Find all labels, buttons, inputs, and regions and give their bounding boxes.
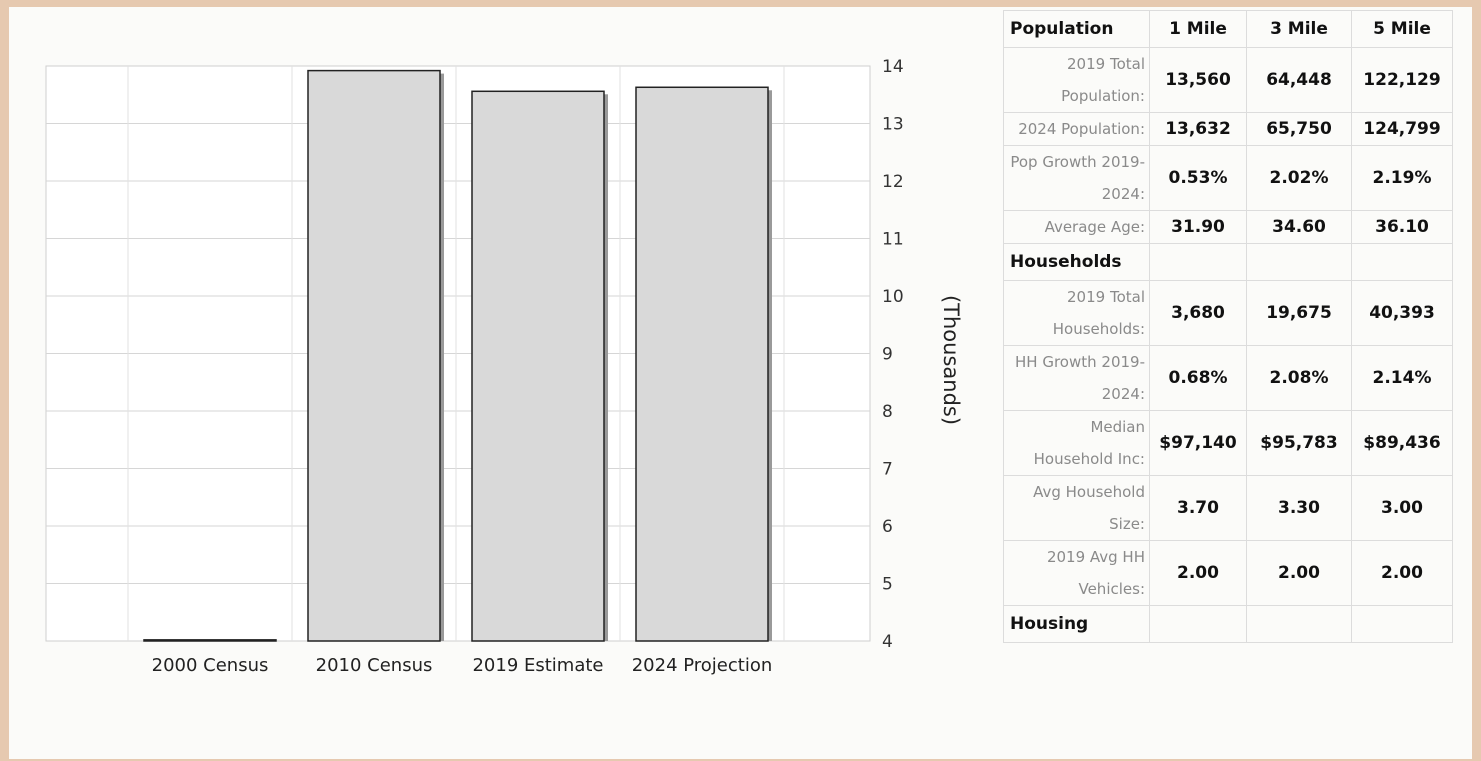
table-body: 2019 Total Population: 13,560 64,448 122,12…	[1003, 47, 1453, 643]
y-tick-label: 13	[882, 115, 904, 135]
x-category-label: 2000 Census	[152, 655, 269, 676]
y-tick-label: 5	[882, 575, 893, 595]
row-label: 2024 Population:	[1003, 112, 1150, 146]
x-category-label: 2010 Census	[316, 655, 433, 676]
bars-group	[143, 69, 772, 642]
value-cell: $89,436	[1351, 410, 1453, 476]
row-label: HH Growth 2019-2024:	[1003, 345, 1150, 411]
x-category-label: 2019 Estimate	[472, 655, 603, 676]
bar	[635, 86, 769, 642]
value-cell: 31.90	[1149, 210, 1247, 244]
value-cell: 124,799	[1351, 112, 1453, 146]
table-row: 2019 Avg HH Vehicles: 2.00 2.00 2.00	[1003, 540, 1453, 606]
row-label: 2019 Total Households:	[1003, 280, 1150, 346]
value-cell: 2.00	[1149, 540, 1247, 606]
section-header-row: Households	[1003, 243, 1453, 281]
table-row: Median Household Inc: $97,140 $95,783 $89,4…	[1003, 410, 1453, 476]
empty-cell	[1246, 243, 1352, 281]
y-tick-label: 8	[882, 402, 893, 422]
table-header-row: Population 1 Mile 3 Mile 5 Mile	[1003, 10, 1453, 48]
empty-cell	[1351, 243, 1453, 281]
y-tick-label: 12	[882, 172, 904, 192]
value-cell: 2.00	[1246, 540, 1352, 606]
column-header: Population	[1003, 10, 1150, 48]
column-header: 5 Mile	[1351, 10, 1453, 48]
empty-cell	[1149, 243, 1247, 281]
y-tick-labels: 4 5 6 7 8 9 10 11 12 13 14	[882, 57, 904, 652]
y-tick-label: 11	[882, 230, 904, 250]
empty-cell	[1246, 605, 1352, 643]
value-cell: 2.19%	[1351, 145, 1453, 211]
y-tick-label: 7	[882, 460, 893, 480]
bar	[471, 90, 605, 642]
row-label: Avg Household Size:	[1003, 475, 1150, 541]
value-cell: 40,393	[1351, 280, 1453, 346]
value-cell: 2.00	[1351, 540, 1453, 606]
demographics-table: Population 1 Mile 3 Mile 5 Mile 2019 Tot…	[1003, 10, 1453, 643]
column-header: 1 Mile	[1149, 10, 1247, 48]
bar	[143, 639, 277, 642]
row-label: Average Age:	[1003, 210, 1150, 244]
value-cell: 2.08%	[1246, 345, 1352, 411]
row-label: Pop Growth 2019-2024:	[1003, 145, 1150, 211]
value-cell: 3.00	[1351, 475, 1453, 541]
table-row: Avg Household Size: 3.70 3.30 3.00	[1003, 475, 1453, 541]
table-row: Pop Growth 2019-2024: 0.53% 2.02% 2.19%	[1003, 145, 1453, 211]
value-cell: 122,129	[1351, 47, 1453, 113]
y-tick-label: 14	[882, 57, 904, 77]
table-row: 2019 Total Households: 3,680 19,675 40,393	[1003, 280, 1453, 346]
section-title: Households	[1003, 243, 1150, 281]
row-label: 2019 Total Population:	[1003, 47, 1150, 113]
value-cell: 65,750	[1246, 112, 1352, 146]
row-label: 2019 Avg HH Vehicles:	[1003, 540, 1150, 606]
row-label: Median Household Inc:	[1003, 410, 1150, 476]
empty-cell	[1351, 605, 1453, 643]
section-title: Housing	[1003, 605, 1150, 643]
value-cell: 36.10	[1351, 210, 1453, 244]
table-row: HH Growth 2019-2024: 0.68% 2.08% 2.14%	[1003, 345, 1453, 411]
value-cell: 3.30	[1246, 475, 1352, 541]
value-cell: 19,675	[1246, 280, 1352, 346]
value-cell: 64,448	[1246, 47, 1352, 113]
table-row: Average Age: 31.90 34.60 36.10	[1003, 210, 1453, 244]
value-cell: 3.70	[1149, 475, 1247, 541]
value-cell: 13,560	[1149, 47, 1247, 113]
y-axis-title: (Thousands)	[939, 295, 963, 425]
y-tick-label: 6	[882, 517, 893, 537]
section-header-row: Housing	[1003, 605, 1453, 643]
x-category-labels: 2000 Census 2010 Census 2019 Estimate 2024 …	[152, 655, 773, 676]
value-cell: 0.68%	[1149, 345, 1247, 411]
value-cell: 3,680	[1149, 280, 1247, 346]
empty-cell	[1149, 605, 1247, 643]
table-row: 2024 Population: 13,632 65,750 124,799	[1003, 112, 1453, 146]
column-header: 3 Mile	[1246, 10, 1352, 48]
value-cell: $95,783	[1246, 410, 1352, 476]
value-cell: 2.14%	[1351, 345, 1453, 411]
value-cell: 34.60	[1246, 210, 1352, 244]
value-cell: 13,632	[1149, 112, 1247, 146]
value-cell: 0.53%	[1149, 145, 1247, 211]
x-category-label: 2024 Projection	[632, 655, 773, 676]
y-tick-label: 9	[882, 345, 893, 365]
y-tick-label: 10	[882, 287, 904, 307]
value-cell: $97,140	[1149, 410, 1247, 476]
bar	[307, 69, 441, 642]
table-row: 2019 Total Population: 13,560 64,448 122,12…	[1003, 47, 1453, 113]
y-tick-label: 4	[882, 632, 893, 652]
value-cell: 2.02%	[1246, 145, 1352, 211]
